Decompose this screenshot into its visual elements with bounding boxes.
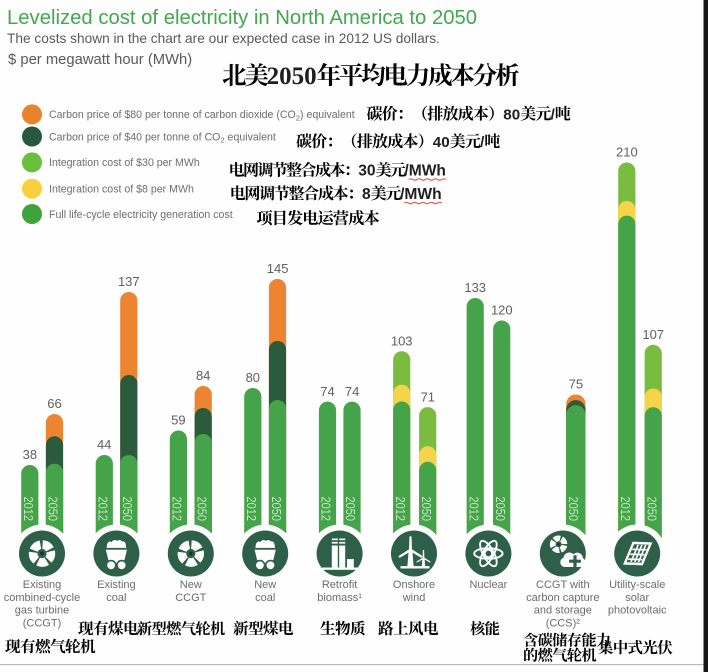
- svg-text:New: New: [180, 579, 202, 591]
- svg-text:Onshore: Onshore: [393, 579, 435, 591]
- svg-text:145: 145: [267, 261, 289, 276]
- svg-text:74: 74: [345, 384, 359, 399]
- svg-text:74: 74: [320, 384, 334, 399]
- svg-text:2050: 2050: [419, 497, 434, 522]
- svg-text:coal: coal: [106, 592, 126, 604]
- svg-text:/: /: [551, 106, 556, 123]
- svg-text:2012: 2012: [466, 497, 481, 522]
- svg-text:CCGT with: CCGT with: [536, 579, 590, 591]
- svg-text:biomass¹: biomass¹: [317, 592, 362, 604]
- svg-text:/MWh: /MWh: [404, 163, 446, 180]
- svg-text:Retrofit: Retrofit: [322, 579, 357, 591]
- svg-text:solar: solar: [625, 592, 649, 604]
- svg-text:Existing: Existing: [23, 579, 62, 591]
- svg-text:(CCS)²: (CCS)²: [546, 617, 581, 629]
- svg-text:2050: 2050: [269, 497, 284, 522]
- svg-text:2050: 2050: [493, 497, 508, 522]
- svg-text:2012: 2012: [244, 497, 259, 522]
- svg-text:Integration cost of $30 per MW: Integration cost of $30 per MWh: [49, 157, 200, 169]
- svg-text:2050: 2050: [343, 497, 358, 522]
- svg-text:and storage: and storage: [534, 605, 592, 617]
- svg-text:photovoltaic: photovoltaic: [608, 605, 667, 617]
- svg-text:$ per megawatt hour (MWh): $ per megawatt hour (MWh): [8, 52, 192, 68]
- svg-text:2012: 2012: [21, 497, 36, 522]
- svg-text:80: 80: [246, 370, 260, 385]
- svg-text:2050: 2050: [267, 63, 317, 90]
- svg-text:120: 120: [491, 303, 513, 318]
- svg-text:combined-cycle: combined-cycle: [4, 592, 80, 604]
- svg-text:carbon capture: carbon capture: [526, 592, 599, 604]
- svg-text:Utility-scale: Utility-scale: [609, 579, 665, 591]
- svg-text:44: 44: [97, 437, 111, 452]
- svg-text:2050: 2050: [644, 497, 659, 522]
- svg-text:Full life-cycle electricity ge: Full life-cycle electricity generation c…: [49, 209, 233, 221]
- svg-text:2012: 2012: [96, 497, 111, 522]
- svg-text:2050: 2050: [194, 497, 209, 522]
- svg-text:84: 84: [196, 368, 210, 383]
- svg-text:210: 210: [616, 145, 638, 160]
- svg-text:Carbon price of $40 per tonne: Carbon price of $40 per tonne of CO2 equ…: [49, 131, 276, 144]
- svg-text:8: 8: [362, 186, 371, 203]
- svg-text:Carbon price of $80 per tonne: Carbon price of $80 per tonne of carbon …: [49, 109, 355, 122]
- svg-text:107: 107: [642, 327, 664, 342]
- svg-text:Levelized cost of electricity: Levelized cost of electricity in North A…: [7, 7, 477, 29]
- svg-text:coal: coal: [255, 592, 275, 604]
- svg-text:75: 75: [569, 377, 583, 392]
- svg-text:2050: 2050: [46, 497, 61, 522]
- svg-text:2012: 2012: [319, 497, 334, 522]
- svg-text:137: 137: [118, 274, 140, 289]
- svg-text:Nuclear: Nuclear: [469, 579, 507, 591]
- svg-text:80: 80: [503, 106, 520, 123]
- svg-text:30: 30: [358, 163, 376, 180]
- svg-text:Integration cost of $8 per MWh: Integration cost of $8 per MWh: [49, 184, 194, 196]
- svg-text:/: /: [480, 134, 485, 151]
- svg-text:2050: 2050: [566, 497, 581, 522]
- svg-text:59: 59: [171, 413, 185, 428]
- svg-text:wind: wind: [402, 592, 426, 604]
- svg-text:103: 103: [391, 333, 413, 348]
- svg-text:133: 133: [464, 280, 486, 295]
- svg-text:Existing: Existing: [97, 579, 136, 591]
- svg-text:The costs shown in the chart a: The costs shown in the chart are our exp…: [7, 31, 440, 46]
- svg-text:71: 71: [421, 389, 435, 404]
- svg-text:66: 66: [47, 396, 61, 411]
- svg-text:/MWh: /MWh: [400, 186, 442, 203]
- svg-text:2012: 2012: [618, 497, 633, 522]
- svg-text:2012: 2012: [170, 497, 185, 522]
- svg-text:CCGT: CCGT: [175, 592, 206, 604]
- svg-text:2012: 2012: [393, 497, 408, 522]
- svg-text:2050: 2050: [120, 497, 135, 522]
- svg-text:38: 38: [23, 447, 37, 462]
- svg-text:gas turbine: gas turbine: [15, 605, 69, 617]
- svg-text:(CCGT): (CCGT): [23, 617, 62, 629]
- svg-text:New: New: [254, 579, 276, 591]
- svg-text:40: 40: [433, 134, 450, 151]
